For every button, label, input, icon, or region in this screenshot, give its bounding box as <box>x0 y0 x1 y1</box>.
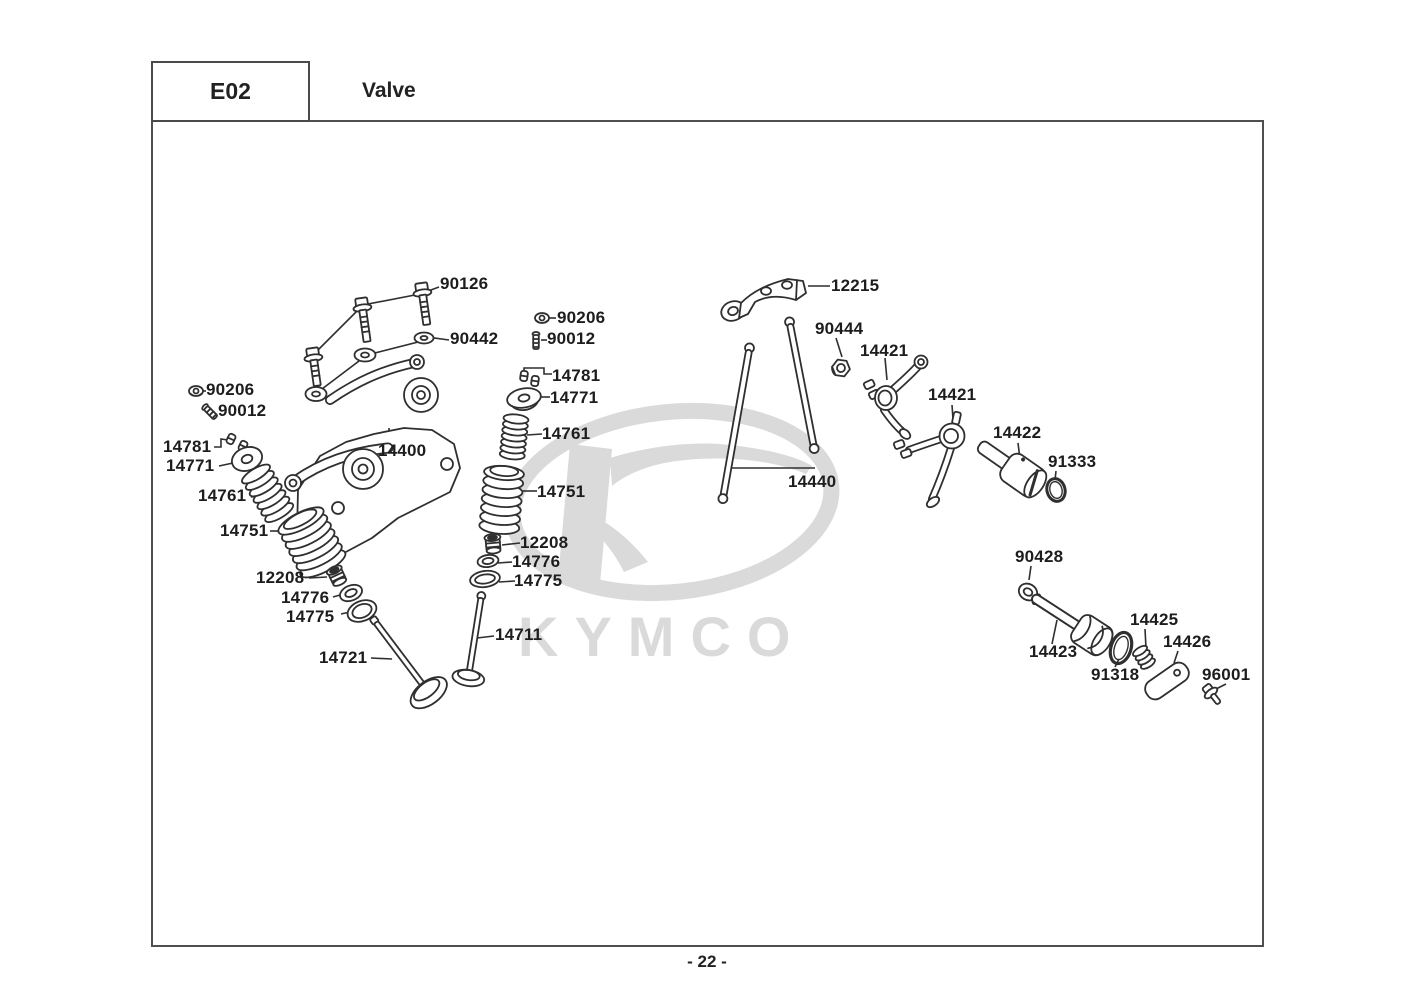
kymco-wordmark: KYMCO <box>518 605 806 668</box>
spring-seat-14776-left-drawing <box>339 583 363 603</box>
valve-seal-12208-middle-drawing <box>483 533 502 555</box>
valve-seal-12208-left-drawing <box>325 564 348 587</box>
part-label-14771-left: 14771 <box>166 456 215 475</box>
part-label-14776-left: 14776 <box>281 588 330 607</box>
part-label-90428: 90428 <box>1015 547 1064 566</box>
part-label-14771-mid: 14771 <box>550 388 599 407</box>
rocker-arm-14421-lower-drawing <box>892 410 966 509</box>
part-label-14751-left: 14751 <box>220 521 269 540</box>
part-label-14400: 14400 <box>378 441 427 460</box>
part-label-90442: 90442 <box>450 329 499 348</box>
outer-spring-14761-left-drawing <box>241 463 295 523</box>
o-ring-91333-drawing <box>1045 477 1067 503</box>
washer-90442-drawing <box>304 331 435 402</box>
part-label-14775-left: 14775 <box>286 607 335 626</box>
kymco-logo-watermark: KYMCO <box>504 402 840 668</box>
part-label-90206-left: 90206 <box>206 380 255 399</box>
part-label-90444: 90444 <box>815 319 864 338</box>
part-label-14781-left: 14781 <box>163 437 212 456</box>
screw-90012-left-drawing <box>201 403 218 420</box>
plate-14426-drawing <box>1144 661 1190 701</box>
outer-spring-14761-middle-drawing <box>498 413 530 461</box>
washer-14775-left-drawing <box>346 599 378 623</box>
nut-90206-left-drawing <box>188 385 204 397</box>
part-label-14711: 14711 <box>495 625 543 644</box>
shaft-14423-drawing <box>1030 593 1114 657</box>
part-label-14761-left: 14761 <box>198 486 247 505</box>
part-label-14423: 14423 <box>1029 642 1078 661</box>
screw-90012-middle-drawing <box>531 331 541 350</box>
part-label-14761-mid: 14761 <box>542 424 591 443</box>
part-label-14422: 14422 <box>993 423 1042 442</box>
part-label-14421-lower: 14421 <box>928 385 977 404</box>
part-label-90012-left: 90012 <box>218 401 267 420</box>
part-label-14775-mid: 14775 <box>514 571 563 590</box>
rocker-arm-assembly-14400-drawing <box>284 354 461 554</box>
part-label-14721: 14721 <box>319 648 368 667</box>
part-label-91318: 91318 <box>1091 665 1140 684</box>
part-label-14426: 14426 <box>1163 632 1212 651</box>
nut-90444-drawing <box>831 358 851 378</box>
valve-cotter-14781-left-drawing <box>225 432 249 453</box>
part-label-91333: 91333 <box>1048 452 1097 471</box>
part-label-12215: 12215 <box>831 276 880 295</box>
adjuster-14422-drawing <box>976 440 1048 499</box>
part-label-14421-upper: 14421 <box>860 341 909 360</box>
inner-spring-14751-left-drawing <box>277 506 347 579</box>
part-label-14776-mid: 14776 <box>512 552 561 571</box>
page-number: - 22 - <box>687 952 727 971</box>
bolt-96001-drawing <box>1201 683 1222 705</box>
intake-valve-14721-drawing <box>369 615 448 710</box>
part-label-14425: 14425 <box>1130 610 1179 629</box>
part-label-14751-mid: 14751 <box>537 482 586 501</box>
bracket-12215-drawing <box>720 278 807 322</box>
section-title: Valve <box>362 79 416 102</box>
inner-spring-14751-middle-drawing <box>478 464 525 535</box>
part-label-12208-mid: 12208 <box>520 533 569 552</box>
diagram-frame <box>151 120 1264 947</box>
rocker-arm-14421-upper-drawing <box>862 354 929 440</box>
washer-14775-middle-drawing <box>469 569 501 589</box>
spring-seat-14776-middle-drawing <box>476 553 500 569</box>
section-code: E02 <box>210 78 251 104</box>
nut-90206-middle-drawing <box>534 312 550 324</box>
section-code-box: E02 <box>151 61 310 122</box>
part-label-14781-mid: 14781 <box>552 366 601 385</box>
exhaust-valve-14711-drawing <box>451 591 487 688</box>
spring-14425-drawing <box>1132 644 1156 670</box>
o-ring-91318-drawing <box>1108 630 1134 666</box>
valve-cotter-14781-middle-drawing <box>519 369 540 388</box>
part-label-14440: 14440 <box>788 472 837 491</box>
part-label-90126: 90126 <box>440 274 489 293</box>
part-label-90206-mid: 90206 <box>557 308 606 327</box>
part-label-90012-mid: 90012 <box>547 329 596 348</box>
part-label-12208-left: 12208 <box>256 568 305 587</box>
part-label-96001: 96001 <box>1202 665 1251 684</box>
flange-bolt-90126-drawing <box>303 281 433 387</box>
spring-retainer-14771-middle-drawing <box>506 387 542 412</box>
push-rod-14440-drawing <box>717 316 820 505</box>
